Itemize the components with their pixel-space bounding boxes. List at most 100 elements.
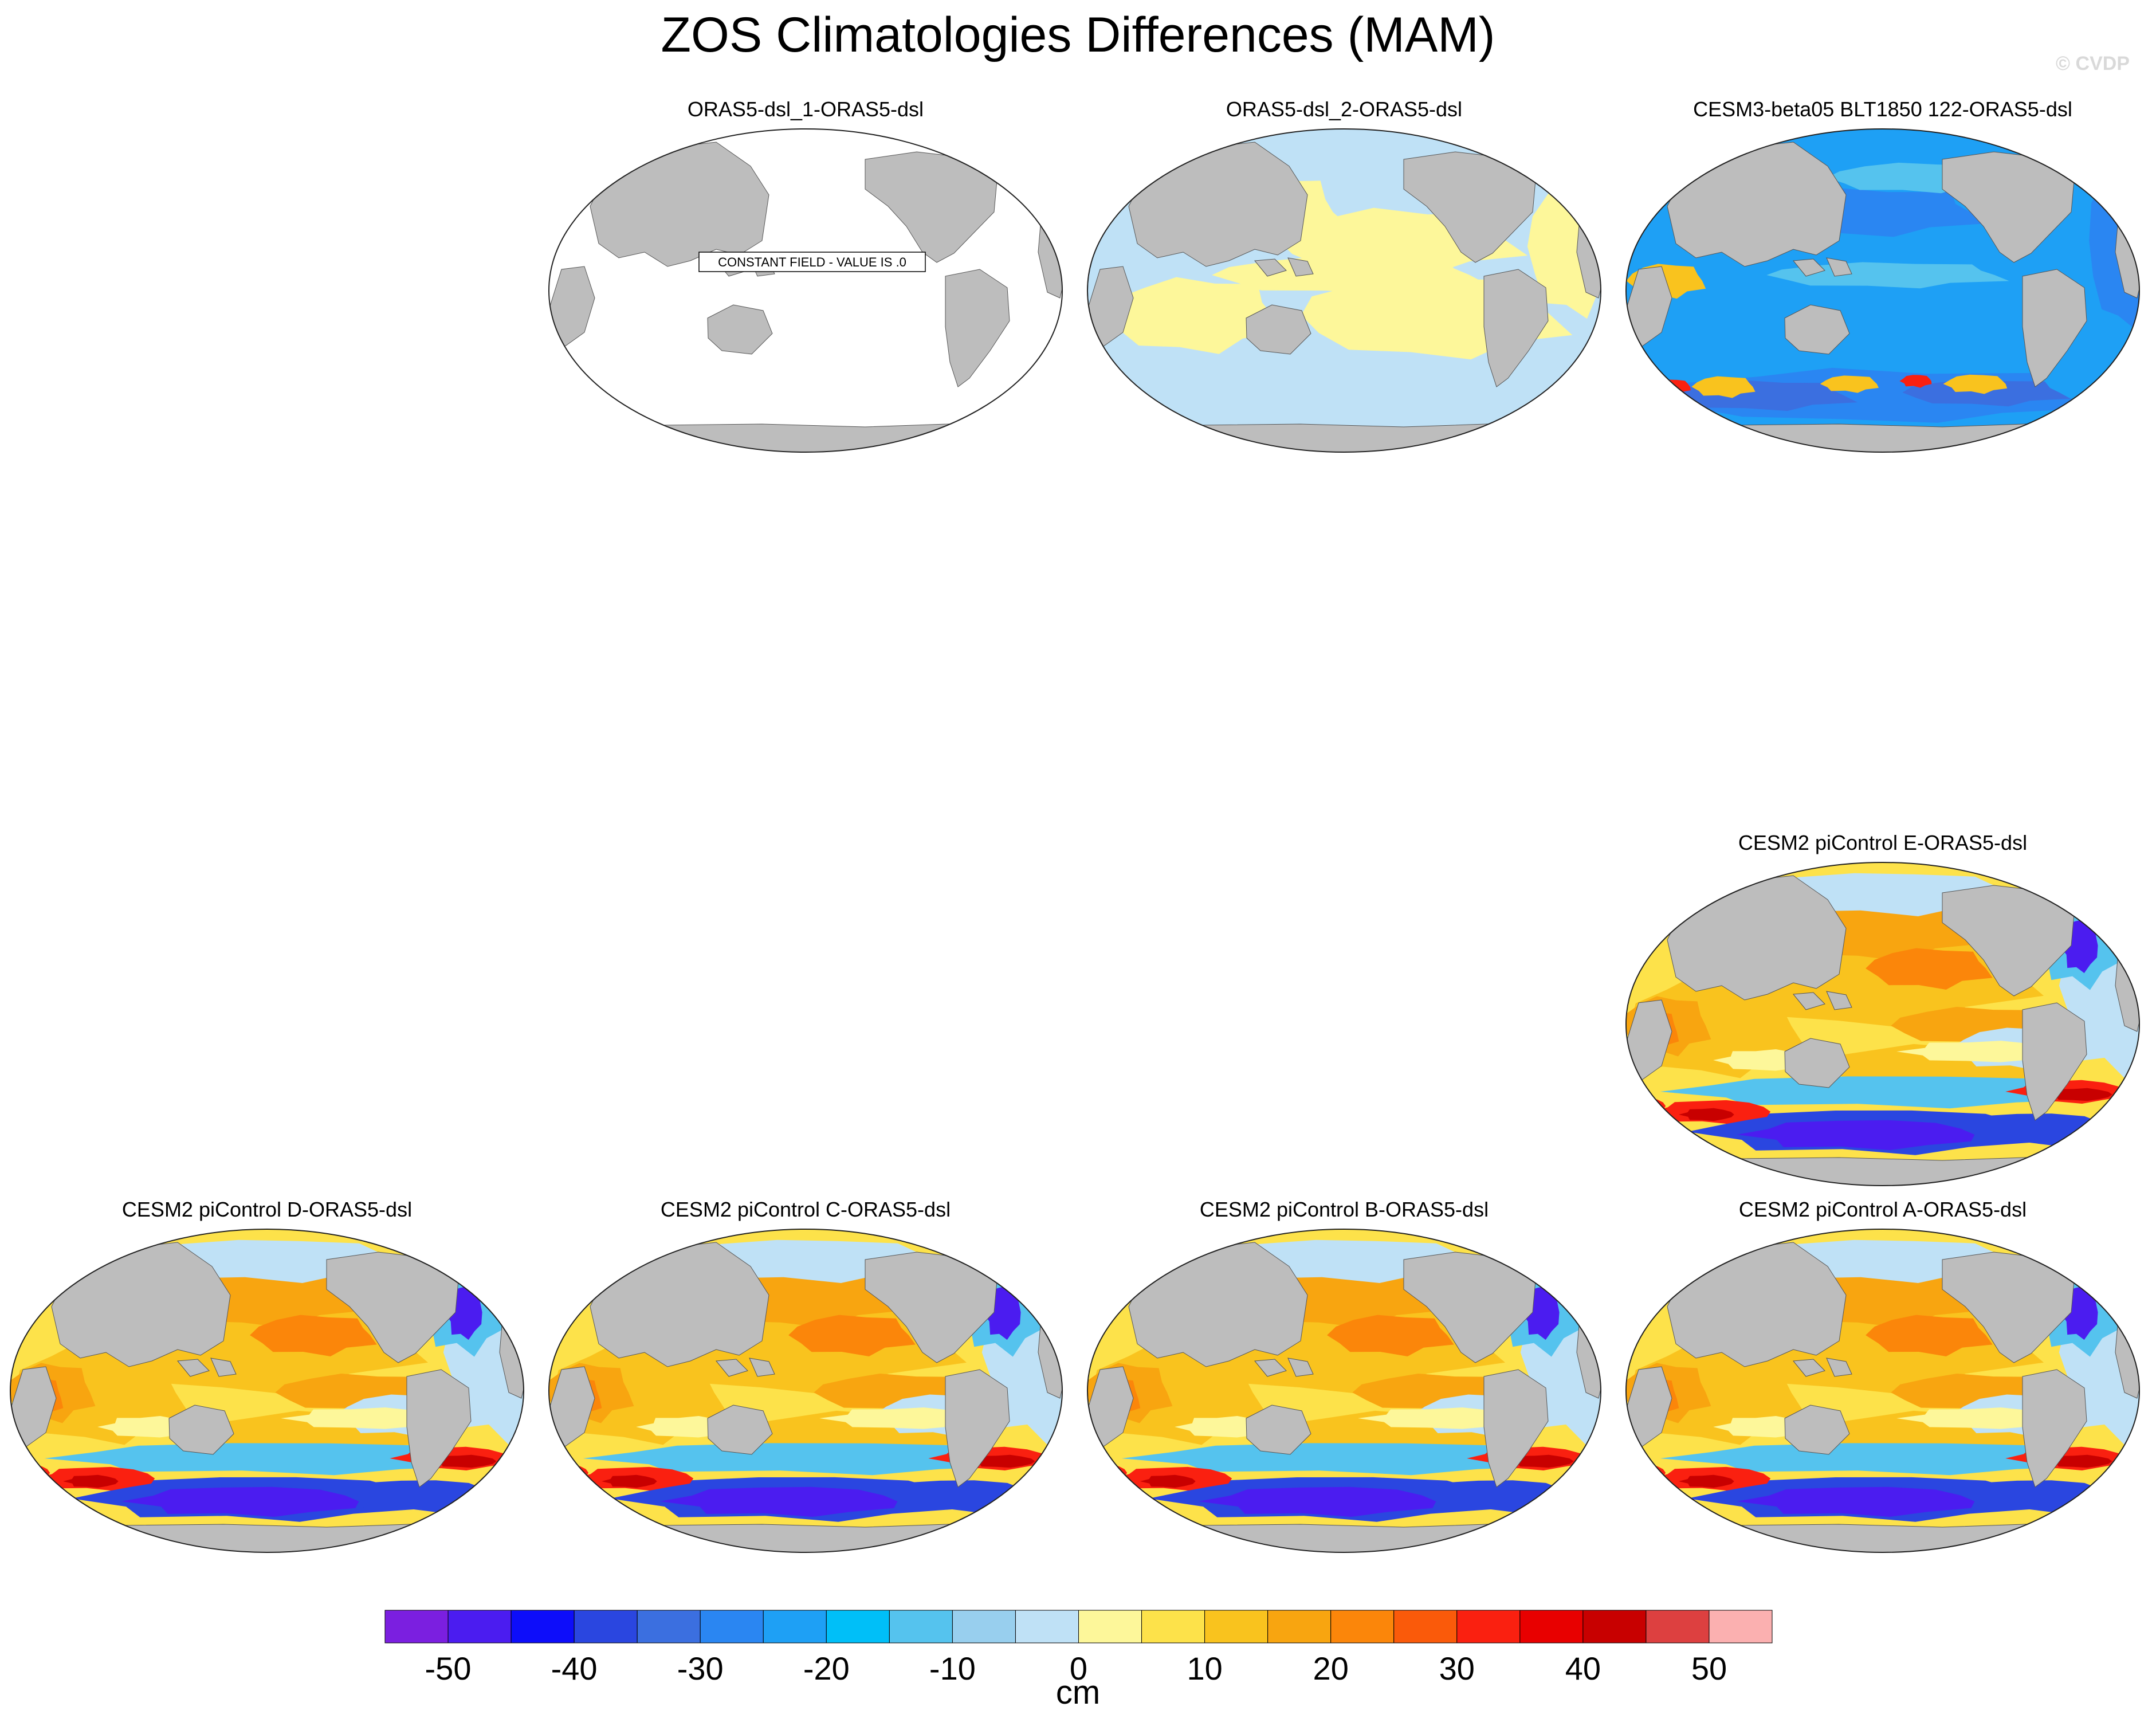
colorbar-box <box>1141 1610 1205 1643</box>
land-mass <box>1483 269 1549 387</box>
map-outline <box>548 1229 1063 1553</box>
map-cesm2-picontrol-a <box>1625 1229 2140 1553</box>
map-outline <box>1087 1229 1601 1553</box>
anomaly-region <box>1899 375 1932 388</box>
colorbar-tick-label: -40 <box>551 1650 598 1686</box>
panel-title: CESM2 piControl D-ORAS5-dsl <box>121 1198 413 1221</box>
anomaly-region <box>1943 374 2008 394</box>
colorbar-box <box>1519 1610 1584 1643</box>
anomaly-region <box>250 1315 377 1356</box>
chart-title: ZOS Climatologies Differences (MAM) <box>661 7 1495 62</box>
anomaly-region <box>281 1407 449 1429</box>
panel-title: ORAS5-dsl_1-ORAS5-dsl <box>687 97 924 121</box>
land-mass <box>1287 1358 1314 1377</box>
land-mass <box>406 1369 472 1488</box>
colorbar-box <box>763 1610 827 1643</box>
panel-cesm2-picontrol-a: CESM2 piControl A-ORAS5-dsl <box>1621 1198 2144 1564</box>
colorbar-box <box>1204 1610 1269 1643</box>
map-cesm2-picontrol-b <box>1087 1229 1601 1553</box>
anomaly-region <box>1198 1486 1436 1517</box>
land-mass <box>1826 991 1852 1010</box>
map-cesm3-beta05 <box>1625 128 2140 453</box>
land-mass <box>210 1358 237 1377</box>
panel-cesm2-picontrol-d: CESM2 piControl D-ORAS5-dsl <box>6 1198 528 1564</box>
colorbar-tick-label: 10 <box>1187 1650 1222 1686</box>
land-mass <box>945 269 1010 387</box>
anomaly-region <box>1679 1474 1734 1488</box>
constant-field-annotation: CONSTANT FIELD - VALUE IS .0 <box>718 255 906 269</box>
map-outline <box>1625 1229 2140 1553</box>
colorbar-box <box>574 1610 638 1643</box>
anomaly-region <box>819 1407 987 1429</box>
panel-cesm3-beta05: CESM3-beta05 BLT1850 122-ORAS5-dsl <box>1621 97 2144 464</box>
map-cesm2-picontrol-e <box>1625 862 2140 1186</box>
colorbar-units: cm <box>1055 1674 1101 1711</box>
colorbar-box <box>637 1610 701 1643</box>
colorbar-box <box>826 1610 890 1643</box>
anomaly-region <box>602 1474 657 1488</box>
anomaly-region <box>1737 1120 1975 1150</box>
anomaly-region <box>1121 1443 1570 1476</box>
land-mass <box>945 1369 1010 1488</box>
land-mass <box>177 1359 210 1377</box>
land-mass <box>1246 304 1311 355</box>
colorbar-box <box>1078 1610 1142 1643</box>
anomaly-region <box>1358 1407 1526 1429</box>
anomaly-region <box>1896 1041 2064 1062</box>
anomaly-region <box>1691 376 1756 398</box>
colorbar-box <box>1015 1610 1079 1643</box>
map-cesm2-picontrol-d <box>10 1229 524 1553</box>
colorbar-tick-label: -30 <box>677 1650 724 1686</box>
colorbar-box <box>1646 1610 1710 1643</box>
colorbar-box <box>889 1610 953 1643</box>
anomaly-region <box>1140 1474 1196 1488</box>
colorbar-box <box>447 1610 512 1643</box>
anomaly-region <box>659 1486 898 1517</box>
anomaly-region <box>583 1443 1031 1476</box>
anomaly-region <box>1107 277 1286 354</box>
land-mass <box>1826 257 1852 277</box>
land-mass <box>716 1359 748 1377</box>
land-mass <box>1793 258 1825 277</box>
colorbar-box <box>1393 1610 1458 1643</box>
colorbar-box <box>700 1610 764 1643</box>
colorbar-tick-label: -20 <box>803 1650 850 1686</box>
annotation-box <box>698 252 926 272</box>
panel-oras5-dsl-1: ORAS5-dsl_1-ORAS5-dsl CONSTANT FIELD - V… <box>544 97 1067 464</box>
land-mass <box>1784 1405 1850 1455</box>
colorbar-tick-label: -10 <box>929 1650 976 1686</box>
land-mass <box>2022 1369 2087 1488</box>
colorbar-box <box>1330 1610 1395 1643</box>
map-outline <box>1625 128 2140 453</box>
map-outline <box>548 128 1063 453</box>
anomaly-region <box>44 1443 493 1476</box>
land-mass <box>1784 1038 1850 1088</box>
land-mass <box>1784 304 1850 355</box>
colorbar-tick-label: 20 <box>1313 1650 1349 1686</box>
panel-title: ORAS5-dsl_2-ORAS5-dsl <box>1226 97 1463 121</box>
colorbar-tick-label: -50 <box>425 1650 472 1686</box>
colorbar-box <box>1456 1610 1521 1643</box>
panel-oras5-dsl-2: ORAS5-dsl_2-ORAS5-dsl <box>1083 97 1605 464</box>
anomaly-region <box>63 1474 119 1488</box>
watermark: © CVDP <box>2056 53 2130 74</box>
anomaly-region <box>1820 375 1879 393</box>
land-mass <box>2022 1002 2087 1121</box>
anomaly-region <box>1327 1315 1454 1356</box>
land-mass <box>707 1405 773 1455</box>
colorbar-tick-label: 0 <box>1070 1650 1087 1686</box>
anomaly-region <box>1660 1076 2108 1109</box>
panel-cesm2-picontrol-e: CESM2 piControl E-ORAS5-dsl <box>1621 831 2144 1198</box>
map-outline <box>1087 128 1601 453</box>
panel-cesm2-picontrol-b: CESM2 piControl B-ORAS5-dsl <box>1083 1198 1605 1564</box>
panel-title: CESM2 piControl A-ORAS5-dsl <box>1738 1198 2027 1221</box>
colorbar-tick-label: 50 <box>1691 1650 1727 1686</box>
panel-title: CESM3-beta05 BLT1850 122-ORAS5-dsl <box>1693 97 2072 121</box>
land-mass <box>1254 1359 1287 1377</box>
land-mass <box>749 1358 775 1377</box>
colorbar-box <box>952 1610 1016 1643</box>
panel-title: CESM2 piControl E-ORAS5-dsl <box>1738 831 2028 854</box>
map-oras5-dsl-1: CONSTANT FIELD - VALUE IS .0 <box>548 128 1063 453</box>
land-mass <box>2022 269 2087 387</box>
